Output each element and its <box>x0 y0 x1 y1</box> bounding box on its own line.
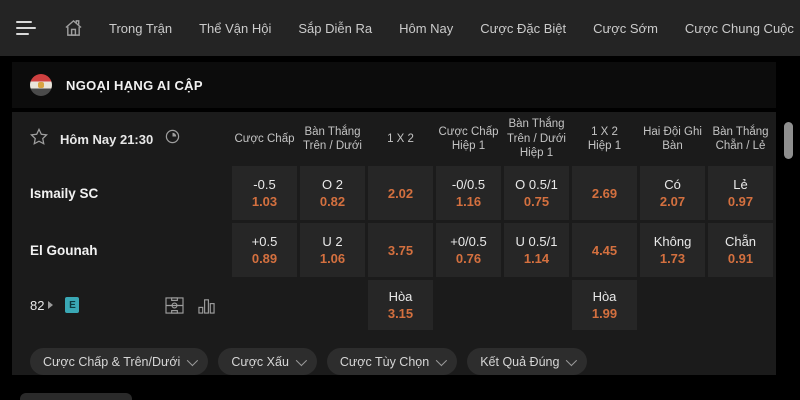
odds-handicap-h1-home[interactable]: -0/0.5 1.16 <box>436 166 501 220</box>
match-time: Hôm Nay 21:30 <box>60 131 154 147</box>
odds-under-h1[interactable]: U 0.5/1 1.14 <box>504 223 569 277</box>
filter-cuoc-tuy-chon[interactable]: Cược Tùy Chọn <box>326 348 458 375</box>
odds-btts-yes[interactable]: Có 2.07 <box>640 166 705 220</box>
nav-item-sap-dien-ra[interactable]: Sắp Diễn Ra <box>298 20 373 36</box>
more-markets-arrow-icon <box>48 301 54 309</box>
odds-1x2-h1-draw[interactable]: Hòa 1.99 <box>572 280 637 330</box>
market-filters: Cược Chấp & Trên/Dưới Cược Xấu Cược Tùy … <box>12 330 776 375</box>
col-header-btts: Hai Đội Ghi Bàn <box>643 125 702 152</box>
stats-chart-icon[interactable] <box>198 297 215 314</box>
table-header-row: Hôm Nay 21:30 Cược Chấp Bàn Thắng Trên /… <box>12 112 776 166</box>
filter-cuoc-xau[interactable]: Cược Xấu <box>218 348 317 375</box>
favorite-star-icon[interactable] <box>29 127 49 150</box>
odds-handicap-home[interactable]: -0.5 1.03 <box>232 166 297 220</box>
egypt-flag-icon <box>30 74 52 96</box>
col-header-over-under-h1: Bàn Thắng Trên / Dưới Hiệp 1 <box>507 118 566 160</box>
odds-1x2-home[interactable]: 2.02 <box>368 166 433 220</box>
scrollbar-thumb[interactable] <box>784 122 793 159</box>
nav-item-cuoc-som[interactable]: Cược Sớm <box>593 20 658 36</box>
odds-1x2-h1-home[interactable]: 2.69 <box>572 166 637 220</box>
odds-over[interactable]: O 2 0.82 <box>300 166 365 220</box>
chevron-down-icon <box>187 354 199 366</box>
chevron-down-icon <box>435 354 448 366</box>
match-extras: 82 E <box>12 280 229 330</box>
odds-goals-even[interactable]: Chẵn 0.91 <box>708 223 773 277</box>
chevron-down-icon <box>566 354 578 366</box>
early-payout-icon[interactable]: E <box>65 297 80 313</box>
odds-handicap-away[interactable]: +0.5 0.89 <box>232 223 297 277</box>
nav-item-hom-nay[interactable]: Hôm Nay <box>399 20 454 36</box>
col-header-over-under: Bàn Thắng Trên / Dưới <box>303 125 362 152</box>
filter-ket-qua-dung[interactable]: Kết Quả Đúng <box>467 348 588 375</box>
league-header: NGOẠI HẠNG AI CẬP <box>12 62 776 108</box>
clock-icon <box>165 129 180 149</box>
col-header-1x2-h1: 1 X 2 Hiệp 1 <box>587 125 622 152</box>
nav-item-the-van-hoi[interactable]: Thể Vận Hội <box>199 20 272 36</box>
odds-1x2-draw[interactable]: Hòa 3.15 <box>368 280 433 330</box>
col-header-odd-even: Bàn Thắng Chẵn / Lẻ <box>712 125 769 152</box>
home-icon[interactable] <box>64 19 83 37</box>
odds-table: Hôm Nay 21:30 Cược Chấp Bàn Thắng Trên /… <box>12 112 776 375</box>
nav-item-cuoc-dac-biet[interactable]: Cược Đặc Biệt <box>480 20 567 36</box>
league-title: NGOẠI HẠNG AI CẬP <box>66 77 203 93</box>
nav-item-cuoc-chung-cuoc[interactable]: Cược Chung Cuộc <box>684 20 794 36</box>
draw-row: 82 E Hòa 3.15 <box>12 280 776 330</box>
nav-item-trong-tran[interactable]: Trong Trận <box>109 20 173 36</box>
pitch-tracker-icon[interactable] <box>165 296 184 314</box>
col-header-handicap: Cược Chấp <box>234 132 295 145</box>
chevron-down-icon <box>295 354 307 366</box>
odds-1x2-h1-away[interactable]: 4.45 <box>572 223 637 277</box>
odds-handicap-h1-away[interactable]: +0/0.5 0.76 <box>436 223 501 277</box>
top-nav: Trong Trận Thể Vận Hội Sắp Diễn Ra Hôm N… <box>0 0 800 56</box>
odds-btts-no[interactable]: Không 1.73 <box>640 223 705 277</box>
col-header-handicap-h1: Cược Chấp Hiệp 1 <box>438 125 499 152</box>
match-tool-icons <box>165 296 215 314</box>
odds-under[interactable]: U 2 1.06 <box>300 223 365 277</box>
team-name-away: El Gounah <box>30 242 98 258</box>
nav-links: Trong Trận Thể Vận Hội Sắp Diễn Ra Hôm N… <box>109 21 800 36</box>
next-league-card-edge <box>20 393 132 400</box>
table-row: Ismaily SC -0.5 1.03 O 2 0.82 2.02 -0/0.5 1… <box>12 166 776 220</box>
odds-over-h1[interactable]: O 0.5/1 0.75 <box>504 166 569 220</box>
col-header-1x2: 1 X 2 <box>387 132 414 145</box>
team-name-home: Ismaily SC <box>30 185 99 201</box>
menu-icon[interactable] <box>16 21 36 35</box>
odds-goals-odd[interactable]: Lẻ 0.97 <box>708 166 773 220</box>
match-meta: Hôm Nay 21:30 <box>12 112 229 166</box>
odds-1x2-away[interactable]: 3.75 <box>368 223 433 277</box>
filter-handicap-ou[interactable]: Cược Chấp & Trên/Dưới <box>30 348 209 375</box>
table-row: El Gounah +0.5 0.89 U 2 1.06 3.75 +0/0.5 0.… <box>12 223 776 277</box>
more-markets-link[interactable]: 82 <box>30 297 45 313</box>
